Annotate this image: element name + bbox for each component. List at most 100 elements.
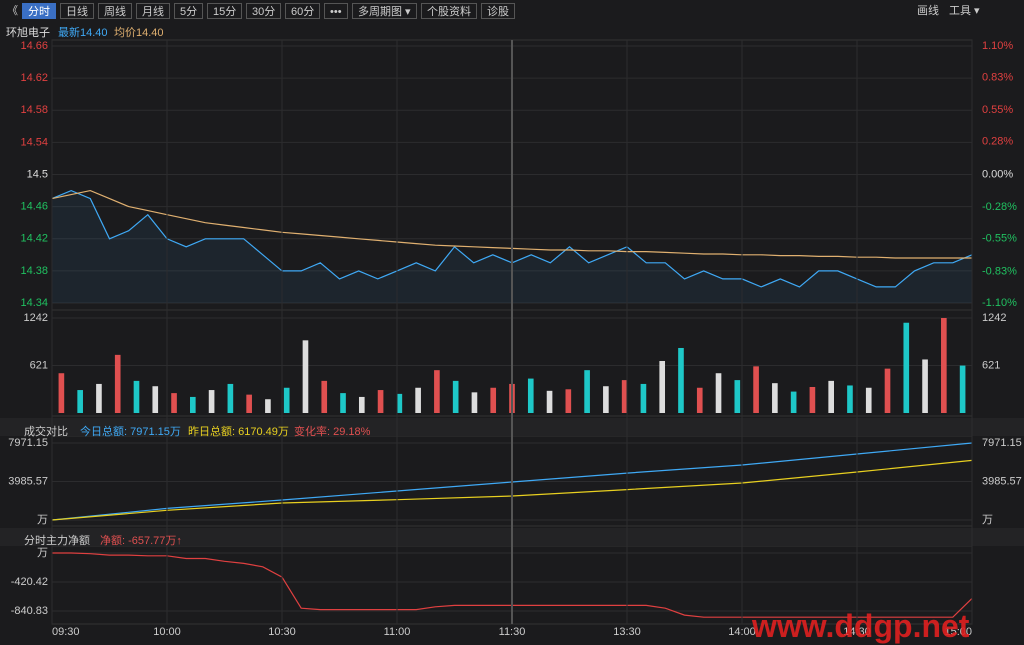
x-tick-label: 14:00 xyxy=(728,626,756,638)
y-tick-label: 14.34 xyxy=(20,297,48,309)
volume-bar xyxy=(659,360,666,413)
tool-button[interactable]: 工具 ▾ xyxy=(949,5,980,17)
y-tick-label: 14.58 xyxy=(20,104,48,116)
y2-tick-label: -0.28% xyxy=(982,201,1017,213)
y2-tick-label: 0.28% xyxy=(982,136,1013,148)
x-tick-label: 09:30 xyxy=(52,626,80,638)
x-tick-label: 10:00 xyxy=(153,626,181,638)
volume-bar xyxy=(847,385,853,413)
panel-title: 成交对比 xyxy=(24,426,68,438)
tab[interactable]: 月线 xyxy=(136,3,170,19)
volume-bar xyxy=(715,373,722,413)
tab[interactable]: ••• xyxy=(324,3,348,19)
y-tick-label: 3985.57 xyxy=(8,475,48,487)
tab[interactable]: 60分 xyxy=(285,3,321,19)
back-button[interactable]: 《 xyxy=(7,5,18,17)
avg-price: 均价14.40 xyxy=(114,27,164,39)
volume-bar xyxy=(809,386,816,413)
volume-bar xyxy=(603,386,609,413)
volume-bar xyxy=(283,387,290,413)
yesterday-total: 昨日总额: 6170.49万 xyxy=(188,426,289,438)
volume-bar xyxy=(772,383,778,413)
volume-bar xyxy=(302,340,309,413)
y-tick-label: 1242 xyxy=(24,312,48,324)
y-tick-label: 万 xyxy=(37,547,48,559)
y-tick-label: 14.66 xyxy=(20,40,48,52)
volume-bar xyxy=(696,387,703,413)
volume-bar xyxy=(358,396,365,413)
tab[interactable]: 5分 xyxy=(174,3,204,19)
watermark: www.ddgp.net xyxy=(752,608,970,644)
volume-bar xyxy=(114,354,121,413)
y2-tick-label: 621 xyxy=(982,359,1000,371)
y-tick-label: 14.54 xyxy=(20,136,48,148)
volume-bar xyxy=(790,391,797,413)
y-tick-label: 7971.15 xyxy=(8,437,48,449)
x-tick-label: 10:30 xyxy=(268,626,296,638)
volume-bar xyxy=(941,318,947,413)
latest-price: 最新14.40 xyxy=(58,27,108,39)
y-tick-label: -840.83 xyxy=(11,605,48,617)
volume-bar xyxy=(640,383,647,413)
y-tick-label: 14.5 xyxy=(27,168,48,180)
volume-bar xyxy=(546,390,553,413)
change-rate: 变化率: 29.18% xyxy=(294,426,371,438)
tab[interactable]: 15分 xyxy=(207,3,243,19)
volume-bar xyxy=(584,370,590,413)
tool-button[interactable]: 画线 xyxy=(917,5,939,17)
volume-bar xyxy=(884,368,891,413)
y-tick-label: 14.46 xyxy=(20,201,48,213)
tab[interactable]: 分时 xyxy=(22,3,56,19)
volume-bar xyxy=(490,387,497,413)
net-amount: 净额: -657.77万↑ xyxy=(100,535,182,547)
volume-bar xyxy=(452,380,459,413)
volume-bar xyxy=(471,392,478,413)
y2-tick-label: 0.00% xyxy=(982,168,1013,180)
volume-bar xyxy=(903,322,910,413)
y-tick-label: 621 xyxy=(30,359,48,371)
y2-tick-label: -0.55% xyxy=(982,233,1017,245)
volume-bar xyxy=(340,393,346,413)
y2-tick-label: 1.10% xyxy=(982,40,1013,52)
volume-bar xyxy=(959,365,966,413)
y2-tick-label: -0.83% xyxy=(982,265,1017,277)
volume-bar xyxy=(190,396,196,413)
y2-tick-label: 3985.57 xyxy=(982,475,1022,487)
volume-bar xyxy=(865,387,872,413)
volume-bar xyxy=(828,380,834,413)
y2-tick-label: -1.10% xyxy=(982,297,1017,309)
panel-title: 分时主力净额 xyxy=(24,535,90,547)
stock-name: 环旭电子 xyxy=(6,27,50,39)
volume-bar xyxy=(377,390,384,413)
volume-bar xyxy=(265,399,271,413)
tab[interactable]: 个股资料 xyxy=(421,3,477,19)
x-tick-label: 11:30 xyxy=(499,626,526,638)
x-tick-label: 15:00 xyxy=(944,626,972,638)
tab[interactable]: 多周期图 ▾ xyxy=(352,3,417,19)
volume-bar xyxy=(208,390,215,413)
volume-bar xyxy=(58,373,65,413)
y-tick-label: 万 xyxy=(37,514,48,526)
y2-tick-label: 1242 xyxy=(982,312,1006,324)
volume-bar xyxy=(77,390,83,413)
y-tick-label: 14.38 xyxy=(20,265,48,277)
y2-tick-label: 0.83% xyxy=(982,71,1013,83)
y-tick-label: 14.42 xyxy=(20,233,48,245)
tab[interactable]: 日线 xyxy=(60,3,94,19)
volume-bar xyxy=(621,380,628,413)
volume-bar xyxy=(753,366,759,413)
volume-bar xyxy=(565,389,572,413)
today-total: 今日总额: 7971.15万 xyxy=(80,426,181,438)
volume-bar xyxy=(227,383,234,413)
volume-bar xyxy=(133,380,140,413)
tab[interactable]: 30分 xyxy=(246,3,282,19)
volume-bar xyxy=(321,380,328,413)
y-tick-label: 14.62 xyxy=(20,72,48,84)
tab[interactable]: 诊股 xyxy=(481,3,515,19)
volume-bar xyxy=(415,387,421,413)
volume-bar xyxy=(678,347,684,413)
y2-tick-label: 万 xyxy=(982,514,993,526)
tab[interactable]: 周线 xyxy=(98,3,132,19)
